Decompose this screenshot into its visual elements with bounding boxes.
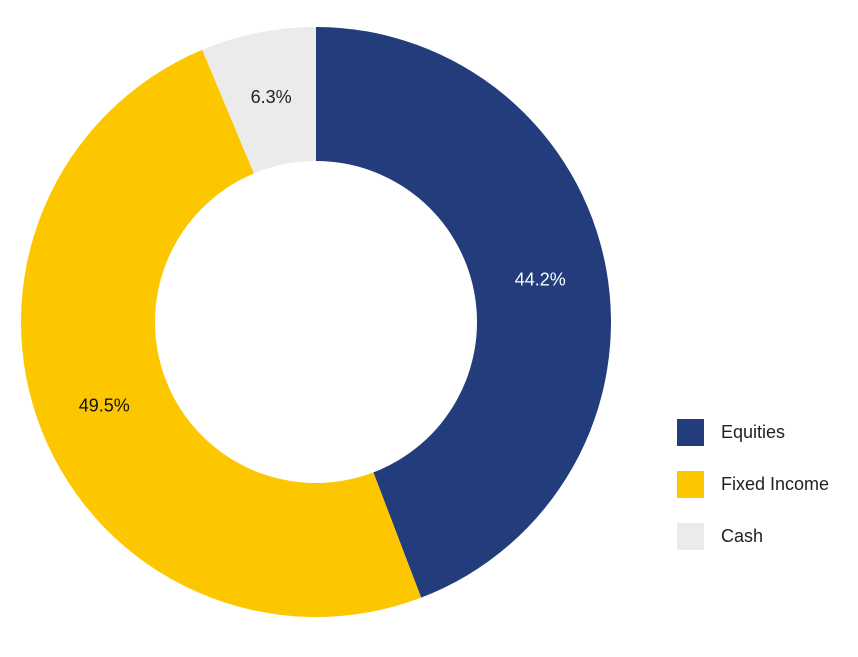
donut-slice: [316, 27, 611, 598]
slice-label: 6.3%: [251, 87, 292, 107]
legend-label: Fixed Income: [721, 474, 829, 494]
legend-swatch: [677, 419, 704, 446]
donut-slice: [21, 49, 422, 617]
slice-label: 49.5%: [79, 395, 130, 415]
legend-label: Cash: [721, 526, 763, 546]
legend-swatch: [677, 471, 704, 498]
donut-slice: [202, 27, 316, 174]
legend-label: Equities: [721, 422, 785, 442]
slice-label: 44.2%: [515, 269, 566, 289]
legend-swatch: [677, 523, 704, 550]
